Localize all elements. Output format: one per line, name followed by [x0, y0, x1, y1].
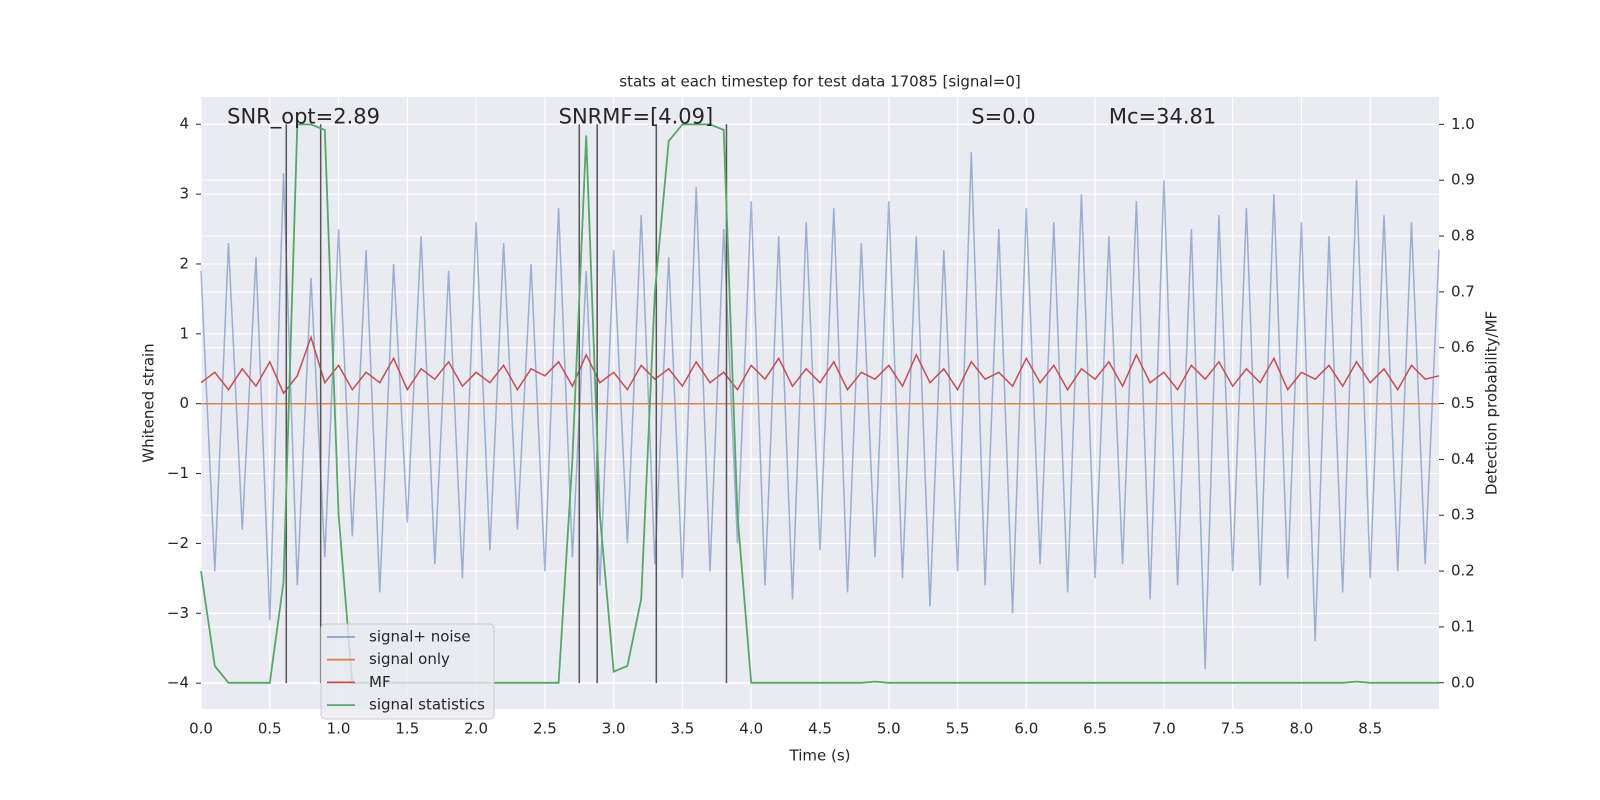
x-tick-label: 1.0 — [327, 720, 351, 738]
y2-tick-label: 0.6 — [1451, 338, 1475, 356]
x-tick-label: 8.0 — [1290, 720, 1314, 738]
y2-tick-label: 0.8 — [1451, 227, 1475, 245]
x-tick-label: 8.5 — [1358, 720, 1382, 738]
x-tick-label: 2.5 — [533, 720, 557, 738]
y-tick-label: −4 — [167, 674, 189, 692]
y-tick-label: 3 — [179, 185, 189, 203]
y2-tick-label: 0.4 — [1451, 450, 1475, 468]
legend-label: signal only — [369, 650, 450, 668]
x-tick-label: 7.0 — [1152, 720, 1176, 738]
legend-box — [320, 623, 495, 720]
annotation: S=0.0 — [971, 104, 1035, 128]
x-tick-label: 0.5 — [258, 720, 282, 738]
x-tick-label: 4.0 — [739, 720, 763, 738]
x-tick-label: 2.0 — [464, 720, 488, 738]
series-line — [200, 334, 1440, 395]
x-tick-label: 7.5 — [1221, 720, 1245, 738]
legend: signal+ noise signal only MF signal statist… — [320, 623, 495, 720]
legend-label: MF — [369, 673, 391, 691]
y-tick-label: −2 — [167, 534, 189, 552]
y2-tick-label: 0.0 — [1451, 673, 1475, 691]
y-axis-label: Whitened strain — [140, 343, 158, 462]
x-tick-label: 6.5 — [1083, 720, 1107, 738]
annotation: SNR_opt=2.89 — [227, 104, 380, 129]
legend-label: signal+ noise — [369, 628, 471, 646]
x-tick-label: 4.5 — [808, 720, 832, 738]
y2-tick-label: 0.7 — [1451, 282, 1475, 300]
y2-tick-label: 1.0 — [1451, 115, 1475, 133]
y2-tick-label: 0.2 — [1451, 562, 1475, 580]
y-tick-label: 1 — [179, 324, 189, 342]
x-tick-label: 3.5 — [671, 720, 695, 738]
y2-tick-label: 0.1 — [1451, 617, 1475, 635]
y-tick-label: −3 — [167, 604, 189, 622]
x-tick-label: 5.0 — [877, 720, 901, 738]
y-tick-label: −1 — [167, 464, 189, 482]
y2-tick-label: 0.3 — [1451, 506, 1475, 524]
x-tick-label: 0.0 — [189, 720, 213, 738]
series-line — [200, 152, 1440, 670]
x-tick-label: 6.0 — [1014, 720, 1038, 738]
legend-label: signal statistics — [369, 696, 485, 714]
y2-tick-label: 0.9 — [1451, 171, 1475, 189]
x-axis-label: Time (s) — [789, 747, 851, 765]
x-tick-label: 3.0 — [602, 720, 626, 738]
y-tick-label: 2 — [179, 254, 189, 272]
annotation: Mc=34.81 — [1109, 104, 1216, 128]
y-tick-label: 4 — [179, 115, 189, 133]
chart-title: stats at each timestep for test data 170… — [619, 73, 1020, 91]
y2-tick-label: 0.5 — [1451, 394, 1475, 412]
y-tick-label: 0 — [179, 394, 189, 412]
x-tick-label: 1.5 — [395, 720, 419, 738]
x-tick-label: 5.5 — [946, 720, 970, 738]
annotation: SNRMF=[4.09] — [559, 104, 714, 128]
y2-axis-label: Detection probability/MF — [1483, 311, 1501, 495]
